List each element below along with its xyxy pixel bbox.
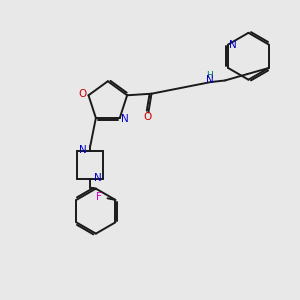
Text: N: N bbox=[94, 173, 102, 183]
Text: N: N bbox=[79, 145, 87, 155]
Text: O: O bbox=[79, 89, 87, 99]
Text: F: F bbox=[96, 192, 102, 202]
Text: N: N bbox=[121, 114, 129, 124]
Text: N: N bbox=[229, 40, 237, 50]
Text: H: H bbox=[207, 71, 213, 80]
Text: O: O bbox=[143, 112, 152, 122]
Text: N: N bbox=[206, 74, 214, 85]
